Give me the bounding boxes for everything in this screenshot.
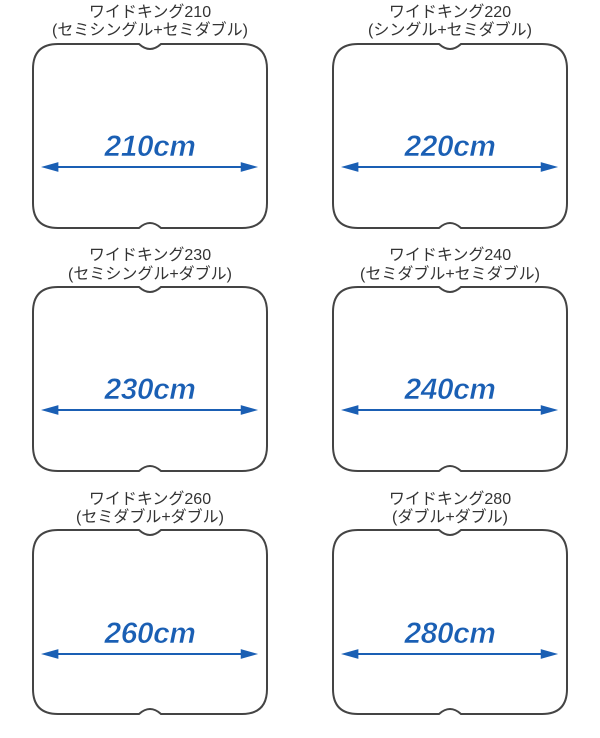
card-title-2: (ダブル+ダブル): [392, 509, 508, 527]
bed-illustration: 230cm: [32, 286, 268, 472]
bed-illustration: 240cm: [332, 286, 568, 472]
card-title-1: ワイドキング220: [389, 4, 511, 22]
bed-illustration: 210cm: [32, 43, 268, 229]
bed-illustration: 220cm: [332, 43, 568, 229]
card-title-1: ワイドキング210: [89, 4, 211, 22]
card-title-2: (セミダブル+セミダブル): [360, 266, 540, 284]
bed-card: ワイドキング220 (シングル+セミダブル) 220cm: [300, 4, 600, 247]
bed-outline-icon: [32, 529, 268, 715]
bed-outline-icon: [332, 286, 568, 472]
bed-outline-icon: [332, 529, 568, 715]
bed-illustration: 260cm: [32, 529, 268, 715]
bed-card: ワイドキング230 (セミシングル+ダブル) 230cm: [0, 247, 300, 490]
bed-outline-icon: [32, 286, 268, 472]
card-title-2: (シングル+セミダブル): [368, 22, 532, 40]
card-title-1: ワイドキング280: [389, 491, 511, 509]
card-title-2: (セミシングル+ダブル): [68, 266, 232, 284]
bed-card: ワイドキング210 (セミシングル+セミダブル) 210cm: [0, 4, 300, 247]
bed-card: ワイドキング240 (セミダブル+セミダブル) 240cm: [300, 247, 600, 490]
bed-size-grid: ワイドキング210 (セミシングル+セミダブル) 210cm ワイドキング220…: [0, 4, 600, 734]
bed-outline-icon: [32, 43, 268, 229]
card-title-2: (セミダブル+ダブル): [76, 509, 224, 527]
card-title-1: ワイドキング240: [389, 247, 511, 265]
card-title-1: ワイドキング260: [89, 491, 211, 509]
bed-card: ワイドキング260 (セミダブル+ダブル) 260cm: [0, 491, 300, 734]
card-title-2: (セミシングル+セミダブル): [52, 22, 248, 40]
card-title-1: ワイドキング230: [89, 247, 211, 265]
bed-outline-icon: [332, 43, 568, 229]
bed-illustration: 280cm: [332, 529, 568, 715]
bed-card: ワイドキング280 (ダブル+ダブル) 280cm: [300, 491, 600, 734]
